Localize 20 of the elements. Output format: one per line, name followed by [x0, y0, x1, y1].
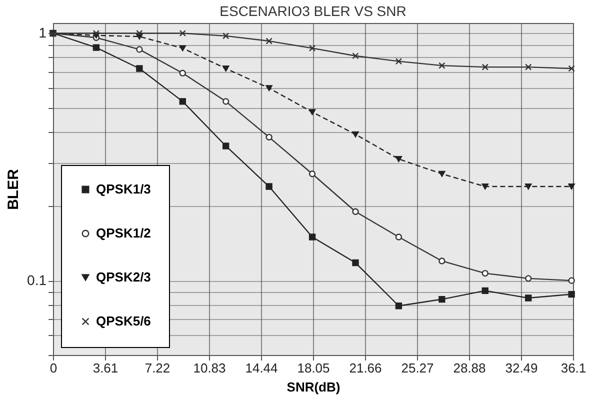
legend-label: QPSK2/3 [96, 270, 151, 284]
x-tick-label: 14.44 [245, 360, 278, 376]
x-tick-label: 3.61 [92, 360, 118, 376]
chart-title: ESCENARIO3 BLER VS SNR [220, 3, 406, 19]
legend-label: QPSK5/6 [96, 314, 151, 328]
legend-label: QPSK1/2 [96, 226, 151, 240]
y-axis-title: BLER [5, 168, 22, 210]
x-tick-label: 10.83 [193, 360, 226, 376]
x-tick-label: 32.49 [505, 360, 538, 376]
y-tick-label: 1 [38, 24, 47, 41]
y-tick-label: 0.1 [27, 272, 47, 288]
x-tick-label: 28.88 [453, 360, 486, 376]
x-tick-label: 21.66 [349, 360, 382, 376]
x-tick-label: 0 [50, 360, 58, 376]
x-tick-label: 18.05 [297, 360, 330, 376]
x-axis-title: SNR(dB) [286, 380, 340, 394]
x-tick-label: 25.27 [401, 360, 434, 376]
x-tick-label: 36.1 [560, 360, 586, 376]
legend-label: QPSK1/3 [96, 182, 151, 196]
x-tick-label: 7.22 [144, 360, 170, 376]
